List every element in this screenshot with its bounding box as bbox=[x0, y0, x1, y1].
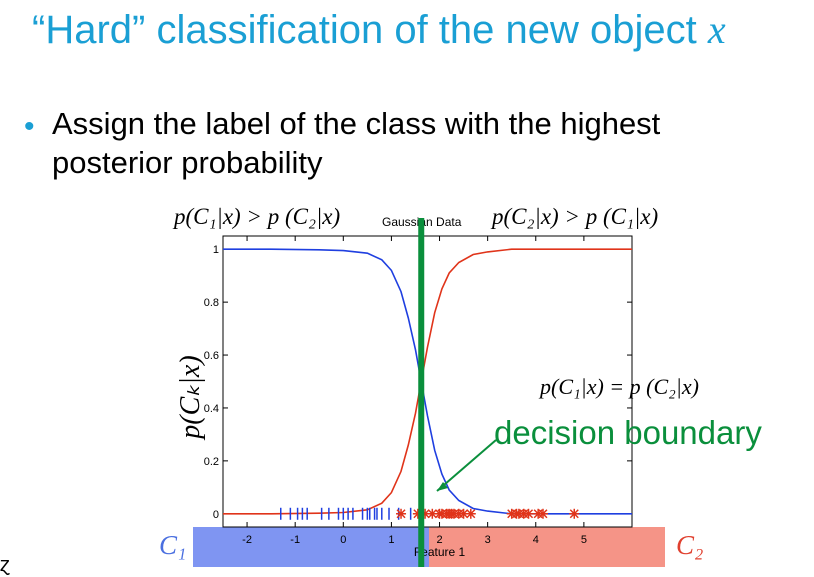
class2-label: C₂ bbox=[676, 530, 704, 560]
y-tick-label-5: 1 bbox=[213, 244, 219, 256]
class2-region-band bbox=[429, 527, 665, 567]
y-tick-label-4: 0.8 bbox=[204, 297, 219, 309]
class1-region-band bbox=[193, 527, 429, 567]
class1-label: C₁ bbox=[159, 530, 187, 560]
x-tick-label-4: 2 bbox=[436, 534, 442, 546]
class2-point bbox=[396, 508, 407, 519]
x-tick-label-1: -1 bbox=[290, 534, 300, 546]
class2-point bbox=[537, 508, 548, 519]
corner-mark: ɀ bbox=[0, 554, 10, 576]
y-tick-label-3: 0.6 bbox=[204, 350, 219, 362]
decision-boundary-label: decision boundary bbox=[494, 414, 762, 451]
left-condition: p(C₁|x) > p (C₂|x) bbox=[174, 204, 341, 229]
slide-title-variable: x bbox=[707, 7, 726, 52]
class2-point bbox=[569, 508, 580, 519]
boundary-pointer-arrowhead bbox=[437, 482, 448, 491]
slide-title: “Hard” classification of the new object … bbox=[32, 6, 726, 53]
plot-frame bbox=[222, 235, 633, 528]
bullet-dot: • bbox=[24, 110, 35, 143]
x-tick-label-2: 0 bbox=[340, 534, 346, 546]
equality-condition: p(C₁|x) = p (C₂|x) bbox=[540, 374, 699, 399]
x-axis-label: Feature 1 bbox=[414, 545, 466, 559]
x-tick-label-0: -2 bbox=[242, 534, 252, 546]
class2-point bbox=[427, 508, 438, 519]
class2-point bbox=[465, 508, 476, 519]
x-tick-label-7: 5 bbox=[581, 534, 587, 546]
x-tick-label-6: 4 bbox=[533, 534, 539, 546]
y-tick-label-1: 0.2 bbox=[204, 456, 219, 468]
bullet-text: Assign the label of the class with the h… bbox=[52, 106, 661, 180]
right-condition: p(C₂|x) > p (C₁|x) bbox=[492, 204, 659, 229]
class2-point bbox=[523, 508, 534, 519]
x-tick-label-3: 1 bbox=[388, 534, 394, 546]
slide-title-text: “Hard” classification of the new object bbox=[32, 8, 708, 52]
y-tick-label-0: 0 bbox=[213, 509, 219, 521]
x-tick-label-5: 3 bbox=[485, 534, 491, 546]
y-tick-label-2: 0.4 bbox=[204, 403, 219, 415]
boundary-pointer-line bbox=[436, 439, 497, 492]
